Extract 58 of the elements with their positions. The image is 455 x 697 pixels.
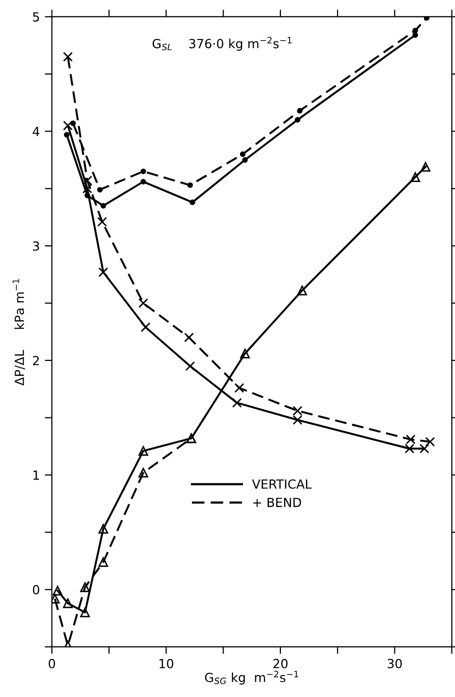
point	[80, 608, 90, 618]
point	[98, 557, 108, 567]
point	[82, 184, 92, 194]
point	[82, 176, 92, 186]
x-axis-title: G$_{SG}$ kg m$^{−2}$s$^{−1}$	[205, 670, 298, 685]
x-tick-label: 0	[48, 658, 56, 668]
point	[412, 32, 418, 38]
point	[64, 132, 70, 138]
point	[185, 361, 195, 371]
point	[63, 52, 73, 62]
point	[234, 383, 244, 393]
point	[420, 162, 430, 172]
point	[138, 446, 148, 456]
point	[232, 398, 242, 408]
point	[406, 434, 416, 444]
point	[420, 444, 430, 454]
point	[98, 267, 108, 278]
text: G$_{SL}$ 376·0 kg m$^{−2}$s$^{−1}$	[152, 36, 292, 51]
legend-label: VERTICAL	[252, 479, 312, 489]
y-tick-label: 5	[33, 12, 39, 22]
point	[240, 348, 250, 358]
point	[187, 182, 193, 188]
point	[294, 117, 300, 123]
y-tick-label: 2	[33, 356, 39, 366]
point	[242, 157, 248, 163]
point	[138, 298, 148, 308]
point	[190, 200, 196, 206]
point	[70, 120, 76, 126]
point	[140, 322, 150, 332]
point	[292, 406, 302, 416]
y-tick-label: 4	[32, 126, 40, 136]
point	[97, 216, 108, 227]
x-tick-label: 30	[388, 658, 402, 668]
point	[80, 582, 90, 592]
point	[52, 586, 62, 596]
point	[97, 186, 103, 192]
point	[412, 28, 418, 34]
point	[140, 178, 146, 184]
point	[63, 598, 73, 608]
y-axis-title: ΔP/ΔL kPa m$^{−1}$	[12, 279, 26, 386]
point	[410, 172, 420, 182]
legend-label: + BEND	[253, 498, 302, 507]
x-tick-label: 20	[273, 658, 288, 668]
y-tick-label: 0	[32, 585, 40, 594]
point	[240, 151, 246, 157]
point	[404, 444, 414, 454]
y-tick-label: 1	[33, 470, 39, 480]
point	[100, 202, 106, 209]
point	[184, 332, 194, 342]
point	[297, 108, 303, 114]
point	[140, 168, 146, 174]
point	[292, 415, 302, 425]
x-tick-label: 10	[160, 658, 174, 668]
point	[138, 468, 148, 478]
point	[98, 524, 108, 534]
point	[297, 286, 307, 296]
point	[63, 120, 73, 130]
y-tick-label: 3	[33, 241, 40, 251]
